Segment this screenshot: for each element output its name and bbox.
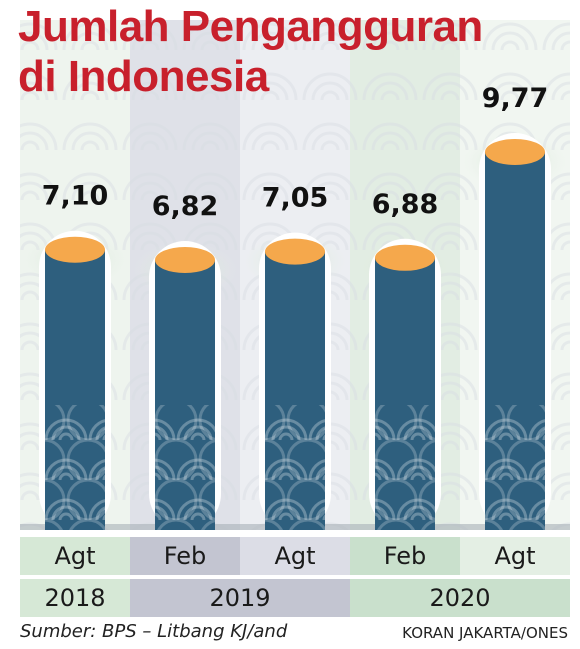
value-label: 7,10 bbox=[42, 181, 109, 212]
value-label: 6,82 bbox=[152, 191, 219, 222]
bar-pattern bbox=[485, 405, 545, 530]
month-label: Feb bbox=[350, 537, 460, 575]
bar-top-cap bbox=[155, 247, 215, 273]
month-label: Feb bbox=[130, 537, 240, 575]
bar-pattern bbox=[45, 405, 105, 530]
title-line-1: Jumlah Pengangguran bbox=[18, 2, 483, 51]
month-label: Agt bbox=[240, 537, 350, 575]
credit-note: KORAN JAKARTA/ONES bbox=[402, 624, 568, 642]
year-label-2018: 2018 bbox=[20, 579, 130, 617]
year-label-2019: 2019 bbox=[130, 579, 350, 617]
source-note: Sumber: BPS – Litbang KJ/and bbox=[20, 621, 288, 642]
bar-pattern bbox=[375, 405, 435, 530]
bar-top-cap bbox=[485, 139, 545, 165]
value-label: 6,88 bbox=[372, 189, 439, 220]
x-axis-table: Agt Feb Agt Feb Agt 2018 2019 2020 bbox=[20, 537, 570, 617]
bar-top-cap bbox=[45, 236, 105, 263]
bar-top-cap bbox=[265, 238, 325, 265]
value-labels-group: 7,10 6,82 7,05 6,88 9,77 bbox=[42, 83, 549, 222]
month-label: Agt bbox=[460, 537, 570, 575]
bar-pattern bbox=[155, 405, 215, 530]
value-label: 9,77 bbox=[482, 83, 549, 114]
year-label-2020: 2020 bbox=[350, 579, 570, 617]
chart-title: Jumlah Pengangguran di Indonesia bbox=[18, 2, 558, 102]
title-line-2: di Indonesia bbox=[18, 52, 269, 101]
bars-group bbox=[23, 133, 567, 531]
bar-top-cap bbox=[375, 244, 435, 271]
value-label: 7,05 bbox=[262, 183, 329, 214]
bar-pattern bbox=[265, 405, 325, 530]
month-label: Agt bbox=[20, 537, 130, 575]
